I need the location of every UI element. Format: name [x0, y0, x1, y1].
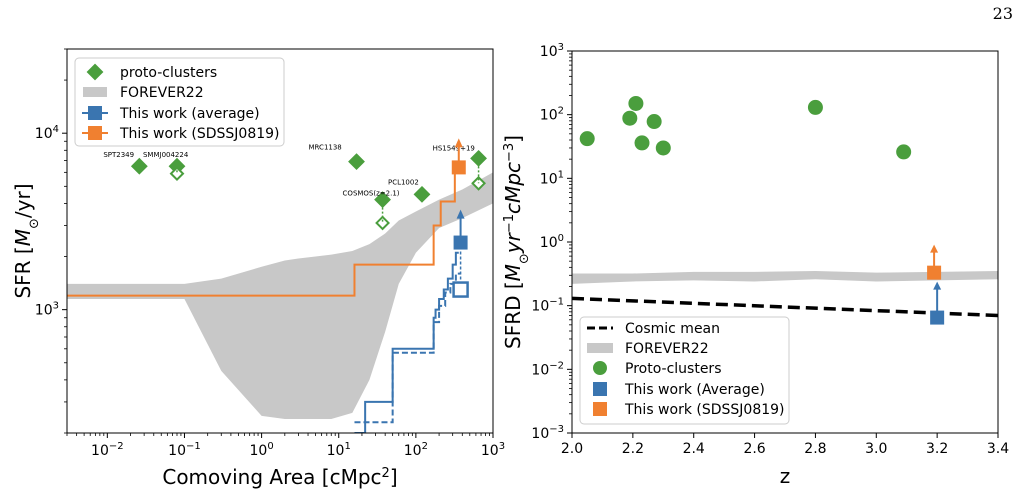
protocluster-name-label: SPT2349 — [103, 151, 134, 159]
x-tick-label: 2.0 — [561, 441, 583, 457]
protocluster-open-marker — [169, 166, 185, 182]
legend-entry-label: proto-clusters — [120, 65, 217, 81]
legend-sdss-symbol — [593, 402, 607, 416]
page-number: 23 — [992, 4, 1013, 23]
average-arrow-head — [933, 281, 942, 290]
y-tick-label: 101 — [540, 169, 564, 187]
right-xlabel: z — [780, 464, 791, 488]
x-tick-label: 2.8 — [804, 441, 826, 457]
x-tick-label: 100 — [249, 441, 273, 459]
y-tick-label: 103 — [540, 42, 564, 60]
forever22-band — [572, 271, 998, 284]
left-ylabel: SFR [M⊙/yr] — [11, 183, 42, 298]
protocluster-marker — [807, 99, 823, 115]
protocluster-marker — [413, 185, 431, 203]
average-marker — [930, 310, 945, 325]
x-tick-label: 2.6 — [743, 441, 765, 457]
x-tick-label: 3.0 — [865, 441, 887, 457]
protocluster-name-label: COSMOS(z=2.1) — [343, 190, 400, 198]
y-tick-label: 10−1 — [531, 297, 564, 315]
x-tick-label: 3.4 — [987, 441, 1009, 457]
legend-box — [579, 316, 790, 425]
legend-protocluster-symbol — [593, 361, 607, 375]
right-ylabel: SFRD [M⊙yr−1cMpc−3] — [501, 135, 532, 349]
sdss-step-line — [67, 166, 459, 297]
legend-forever22-symbol — [83, 87, 107, 97]
protocluster-marker — [348, 153, 365, 171]
y-tick-label: 100 — [540, 233, 564, 251]
y-tick-label: 10−3 — [531, 424, 564, 442]
right-panel: 2.0 2.2 2.4 2.6 2.8 3.0 3.2 3.4 10−3 10−2 10−1 100… — [501, 42, 1009, 488]
protocluster-marker — [896, 144, 912, 160]
x-tick-label: 10−1 — [168, 441, 201, 459]
sdss-marker — [927, 265, 942, 280]
left-axes-frame — [66, 48, 494, 434]
legend-box — [74, 57, 285, 147]
protocluster-marker — [130, 157, 148, 175]
legend-protocluster-symbol — [86, 63, 104, 81]
legend-entry-label: This work (Average) — [624, 382, 765, 398]
x-tick-label: 10−2 — [91, 441, 124, 459]
legend-forever22-symbol — [587, 343, 613, 353]
x-tick-label: 3.2 — [926, 441, 948, 457]
legend-entry-label: FOREVER22 — [625, 341, 709, 357]
average-marker — [453, 235, 468, 250]
protocluster-open-marker — [375, 215, 390, 231]
legend-entry-label: This work (average) — [119, 106, 260, 122]
protocluster-name-label: HS1549+19 — [433, 144, 475, 152]
protocluster-marker — [655, 140, 671, 156]
protocluster-name-label: PCL1002 — [388, 178, 419, 186]
legend-entry-label: Cosmic mean — [625, 321, 720, 337]
average-open-marker — [452, 281, 469, 298]
legend-average-symbol — [88, 106, 102, 120]
x-tick-label: 101 — [327, 441, 351, 459]
legend-entry-label: Proto-clusters — [625, 361, 721, 377]
protocluster-marker — [579, 131, 595, 147]
protocluster-marker — [622, 110, 638, 126]
legend-entry-label: This work (SDSSJ0819) — [624, 402, 785, 418]
sdss-marker — [451, 160, 466, 175]
y-tick-label: 102 — [540, 106, 564, 124]
left-legend: proto-clusters FOREVER22 This work (averag… — [74, 57, 285, 147]
y-tick-label: 104 — [35, 124, 59, 142]
legend-sdss-symbol — [88, 126, 102, 140]
protocluster-marker — [634, 135, 650, 151]
protocluster-name-label: MRC1138 — [309, 144, 342, 152]
legend-average-symbol — [593, 382, 607, 396]
x-tick-label: 2.2 — [622, 441, 644, 457]
sdss-arrow-head — [930, 244, 939, 253]
x-tick-label: 103 — [481, 441, 505, 459]
x-tick-label: 102 — [404, 441, 428, 459]
y-tick-label: 10−2 — [531, 360, 564, 378]
left-xlabel: Comoving Area [cMpc2] — [162, 465, 397, 489]
legend-entry-label: This work (SDSSJ0819) — [119, 126, 280, 142]
x-tick-label: 2.4 — [683, 441, 705, 457]
average-arrow-head — [456, 209, 465, 219]
left-panel: SPT2349 SMMJ004224 MRC1138 COSMOS(z=2.1) PCL… — [11, 48, 505, 489]
legend-entry-label: FOREVER22 — [120, 85, 204, 101]
y-tick-label: 103 — [35, 301, 59, 319]
protocluster-marker — [628, 95, 644, 111]
right-legend: Cosmic mean FOREVER22 Proto-clusters This w… — [579, 316, 790, 425]
protocluster-name-label: SMMJ004224 — [143, 151, 189, 159]
sdss-arrow-head — [454, 138, 463, 148]
protocluster-marker — [646, 114, 662, 130]
